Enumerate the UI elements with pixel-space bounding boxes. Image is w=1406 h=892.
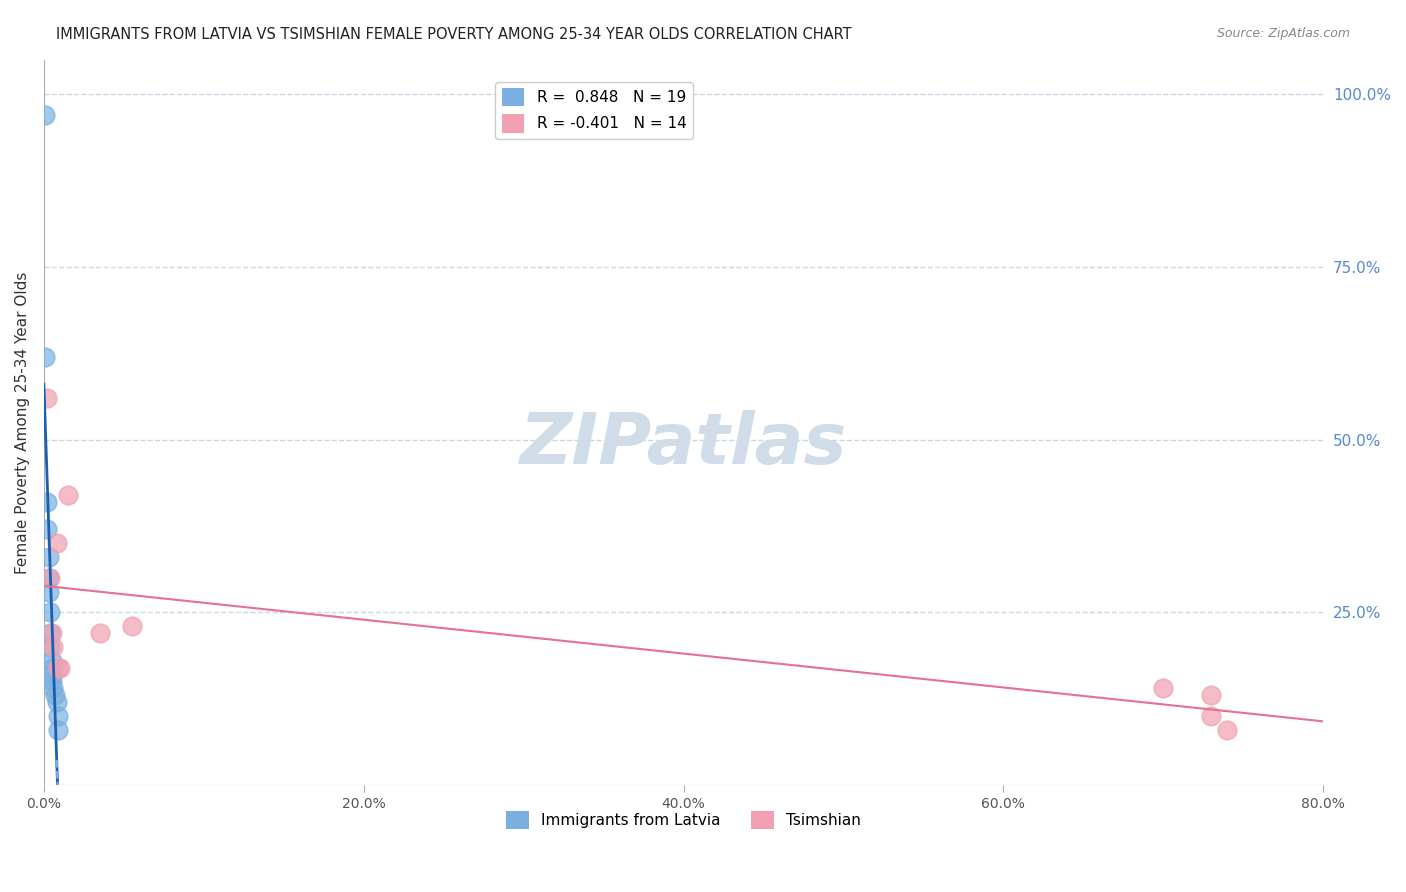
Point — [45, 695, 67, 709]
Point — [41, 660, 63, 674]
Point — [45, 536, 67, 550]
Point — [121, 619, 143, 633]
Point — [34, 350, 56, 364]
Point — [46, 723, 69, 737]
Point — [1201, 709, 1223, 723]
Point — [44, 688, 66, 702]
Point — [89, 626, 111, 640]
Legend: Immigrants from Latvia, Tsimshian: Immigrants from Latvia, Tsimshian — [501, 805, 868, 836]
Point — [41, 654, 63, 668]
Point — [56, 488, 79, 502]
Point — [1201, 688, 1223, 702]
Point — [41, 667, 63, 681]
Point — [35, 523, 58, 537]
Text: IMMIGRANTS FROM LATVIA VS TSIMSHIAN FEMALE POVERTY AMONG 25-34 YEAR OLDS CORRELA: IMMIGRANTS FROM LATVIA VS TSIMSHIAN FEMA… — [56, 27, 852, 42]
Point — [39, 605, 62, 619]
Point — [39, 640, 62, 654]
Point — [35, 495, 58, 509]
Point — [46, 660, 69, 674]
Point — [38, 550, 60, 565]
Point — [42, 640, 65, 654]
Text: Source: ZipAtlas.com: Source: ZipAtlas.com — [1216, 27, 1350, 40]
Point — [42, 681, 65, 696]
Point — [34, 108, 56, 122]
Point — [39, 626, 62, 640]
Point — [38, 584, 60, 599]
Point — [41, 626, 63, 640]
Point — [35, 391, 58, 405]
Point — [1216, 723, 1239, 737]
Point — [41, 674, 63, 689]
Point — [49, 660, 72, 674]
Y-axis label: Female Poverty Among 25-34 Year Olds: Female Poverty Among 25-34 Year Olds — [15, 271, 30, 574]
Text: ZIPatlas: ZIPatlas — [520, 409, 848, 479]
Point — [38, 571, 60, 585]
Point — [39, 571, 62, 585]
Point — [46, 709, 69, 723]
Point — [1152, 681, 1174, 696]
